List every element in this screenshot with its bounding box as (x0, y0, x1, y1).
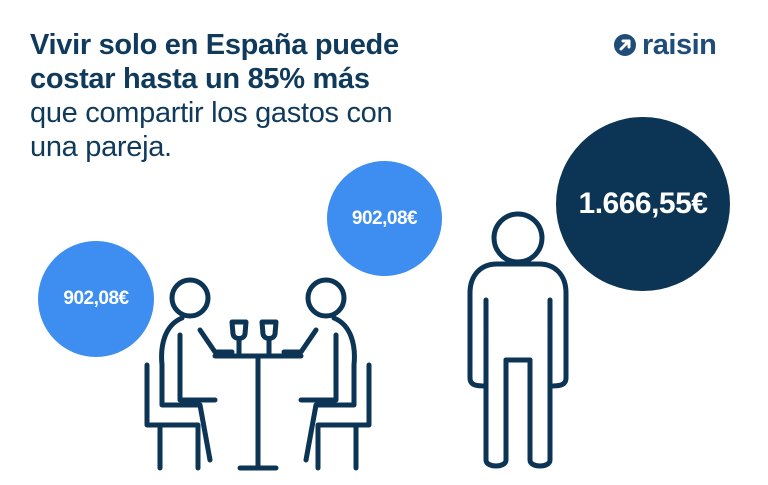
raisin-arrow-icon (614, 34, 636, 56)
standing-person-icon (467, 211, 569, 469)
headline-light-line-2: una pareja. (30, 131, 172, 163)
couple-at-table-icon (144, 277, 372, 471)
headline-bold-line-1: Vivir solo en España puede (30, 29, 399, 61)
couple-left-amount-bubble: 902,08€ (38, 241, 154, 357)
raisin-wordmark: raisin (642, 29, 717, 61)
raisin-logo: raisin (614, 29, 717, 61)
couple-right-amount-bubble: 902,08€ (327, 161, 442, 276)
couple-left-amount: 902,08€ (63, 288, 129, 309)
single-amount-bubble: 1.666,55€ (556, 117, 730, 291)
single-amount: 1.666,55€ (578, 187, 708, 220)
couple-right-amount: 902,08€ (351, 207, 418, 229)
headline-bold-line-2: costar hasta un 85% más (30, 63, 370, 95)
headline: Vivir solo en España puede costar hasta … (30, 28, 480, 164)
headline-light-line-1: que compartir los gastos con (30, 97, 393, 129)
